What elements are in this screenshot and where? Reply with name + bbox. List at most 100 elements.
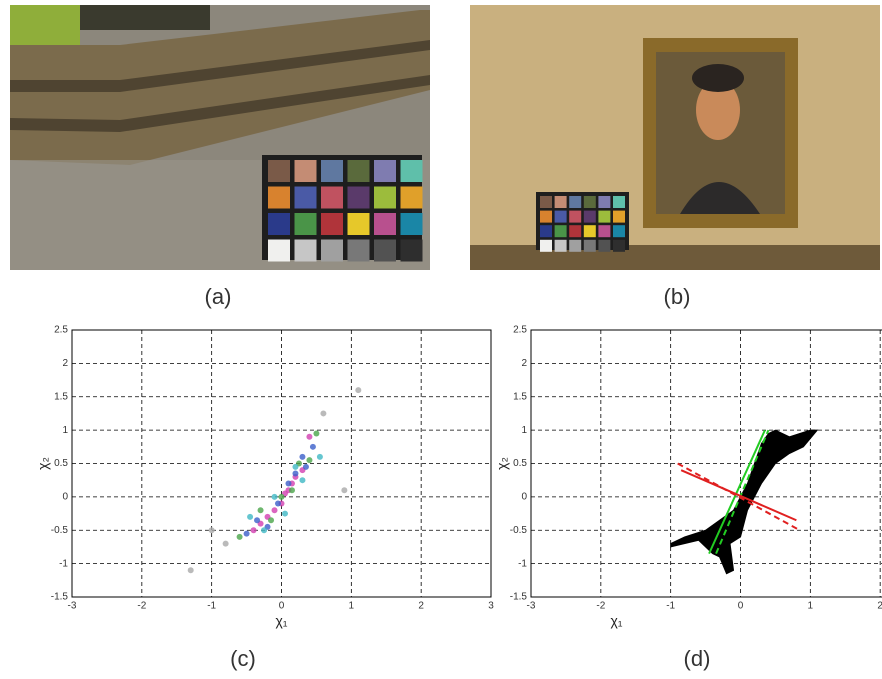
checker-patch bbox=[598, 211, 610, 223]
x-tick-label: 1 bbox=[349, 601, 355, 612]
x-tick-label: 3 bbox=[488, 601, 494, 612]
checker-patch bbox=[348, 240, 370, 262]
checker-patch bbox=[401, 160, 423, 182]
y-tick-label: 0.5 bbox=[513, 458, 527, 469]
y-tick-label: -1.5 bbox=[510, 592, 528, 603]
checker-patch bbox=[348, 213, 370, 235]
checker-patch bbox=[540, 225, 552, 237]
y-axis-label: χ₂ bbox=[35, 457, 51, 470]
checker-patch bbox=[374, 213, 396, 235]
checker-patch bbox=[295, 213, 317, 235]
checker-patch bbox=[295, 160, 317, 182]
point bbox=[188, 567, 194, 573]
y-tick-label: -1 bbox=[518, 558, 527, 569]
photo-b bbox=[470, 5, 880, 270]
point bbox=[272, 494, 278, 500]
point bbox=[299, 454, 305, 460]
y-tick-label: 1 bbox=[62, 425, 68, 436]
checker-patch bbox=[613, 196, 625, 208]
checker-patch bbox=[268, 240, 290, 262]
checker-patch bbox=[401, 213, 423, 235]
checker-patch bbox=[569, 225, 581, 237]
point bbox=[251, 527, 257, 533]
point bbox=[268, 517, 274, 523]
checker-patch bbox=[374, 160, 396, 182]
y-tick-label: -1.5 bbox=[51, 592, 69, 603]
checker-patch bbox=[584, 225, 596, 237]
checker-patch bbox=[584, 196, 596, 208]
y-tick-label: 0 bbox=[62, 492, 68, 503]
checker-patch bbox=[348, 187, 370, 209]
shadow bbox=[80, 5, 210, 30]
checker-patch bbox=[348, 160, 370, 182]
point bbox=[258, 507, 264, 513]
checker-patch bbox=[374, 240, 396, 262]
point bbox=[247, 514, 253, 520]
checker-patch bbox=[540, 211, 552, 223]
point bbox=[209, 527, 215, 533]
point bbox=[272, 507, 278, 513]
y-tick-label: 0.5 bbox=[54, 458, 68, 469]
x-axis-label: χ₁ bbox=[275, 613, 287, 629]
point bbox=[237, 534, 243, 540]
point bbox=[341, 487, 347, 493]
checker-patch bbox=[613, 240, 625, 252]
x-tick-label: -3 bbox=[68, 601, 77, 612]
y-tick-label: 2 bbox=[521, 358, 527, 369]
point bbox=[254, 517, 260, 523]
caption: (b) bbox=[664, 284, 691, 309]
checker-patch bbox=[295, 240, 317, 262]
checker-patch bbox=[540, 196, 552, 208]
checker-patch bbox=[321, 213, 343, 235]
x-tick-label: 0 bbox=[279, 601, 285, 612]
checker-patch bbox=[321, 187, 343, 209]
x-tick-label: -1 bbox=[207, 601, 216, 612]
y-axis-label: χ₂ bbox=[494, 457, 510, 470]
point bbox=[292, 471, 298, 477]
checker-patch bbox=[321, 240, 343, 262]
checker-patch bbox=[569, 240, 581, 252]
checker-patch bbox=[321, 160, 343, 182]
x-tick-label: 2 bbox=[418, 601, 424, 612]
x-tick-label: -3 bbox=[527, 601, 536, 612]
y-tick-label: -1 bbox=[59, 558, 68, 569]
checker-patch bbox=[598, 225, 610, 237]
checker-patch bbox=[374, 187, 396, 209]
checker-patch bbox=[268, 160, 290, 182]
checker-patch bbox=[540, 240, 552, 252]
point bbox=[292, 464, 298, 470]
point bbox=[244, 531, 250, 537]
checker-patch bbox=[401, 240, 423, 262]
point bbox=[317, 454, 323, 460]
x-tick-label: 0 bbox=[738, 601, 744, 612]
checker-patch bbox=[613, 225, 625, 237]
point bbox=[279, 494, 285, 500]
point bbox=[261, 527, 267, 533]
checker-patch bbox=[295, 187, 317, 209]
checker-patch bbox=[555, 196, 567, 208]
point bbox=[320, 410, 326, 416]
point bbox=[275, 501, 281, 507]
caption: (a) bbox=[205, 284, 232, 309]
checker-patch bbox=[613, 211, 625, 223]
y-tick-label: 0 bbox=[521, 492, 527, 503]
x-tick-label: -2 bbox=[596, 601, 605, 612]
figure: (a) (b) (c) (d) -3-2-10123-1.5-1-0.500.5… bbox=[0, 0, 882, 679]
y-tick-label: 2.5 bbox=[54, 325, 68, 336]
y-tick-label: -0.5 bbox=[510, 525, 528, 536]
point bbox=[299, 477, 305, 483]
x-tick-label: -2 bbox=[137, 601, 146, 612]
checker-patch bbox=[268, 187, 290, 209]
y-tick-label: 2.5 bbox=[513, 325, 527, 336]
point bbox=[310, 444, 316, 450]
checker-patch bbox=[569, 211, 581, 223]
point bbox=[306, 457, 312, 463]
caption: (d) bbox=[684, 646, 711, 671]
x-tick-label: 2 bbox=[877, 601, 882, 612]
y-tick-label: 2 bbox=[62, 358, 68, 369]
checker-patch bbox=[401, 187, 423, 209]
checker-patch bbox=[268, 213, 290, 235]
checker-patch bbox=[555, 225, 567, 237]
